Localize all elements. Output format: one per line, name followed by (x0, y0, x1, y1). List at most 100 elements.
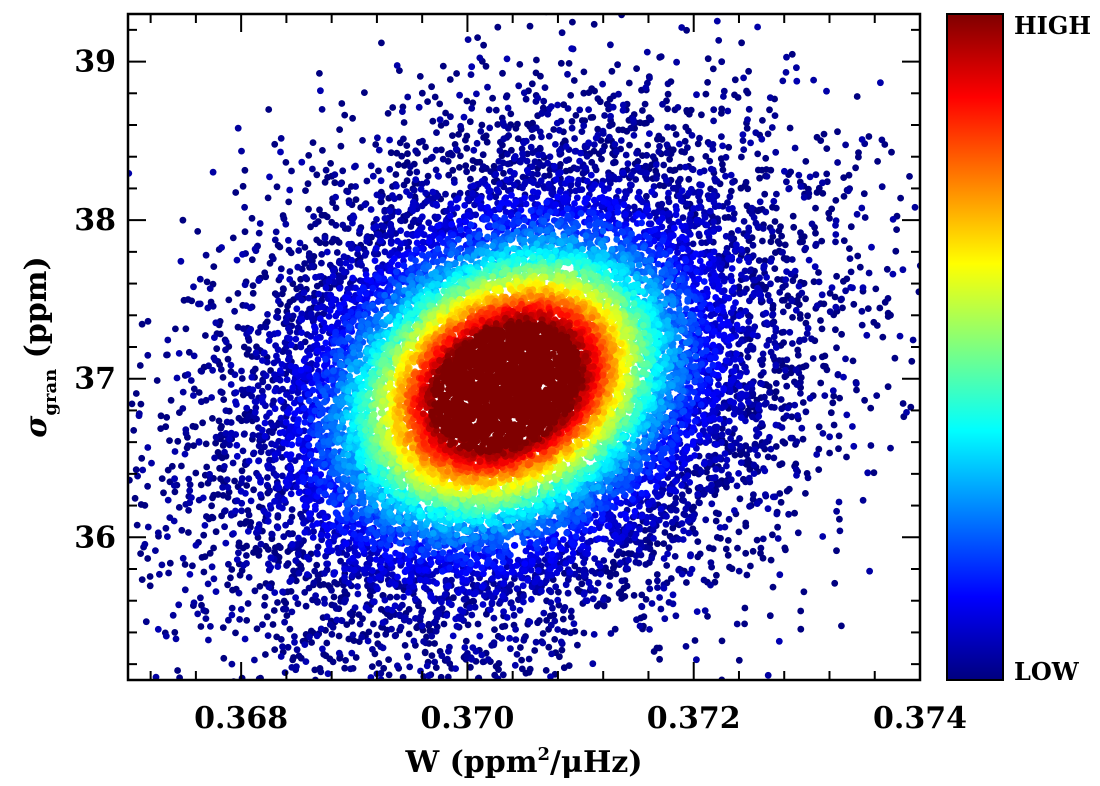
scatter-point (249, 282, 257, 289)
scatter-point (780, 339, 787, 346)
scatter-point (567, 629, 574, 637)
scatter-point (653, 174, 660, 182)
scatter-point (749, 413, 756, 421)
scatter-point (788, 50, 796, 58)
scatter-point (310, 213, 317, 220)
scatter-point (207, 623, 214, 630)
scatter-point (742, 522, 750, 530)
scatter-point (704, 55, 712, 63)
scatter-point (571, 562, 579, 570)
scatter-point (879, 333, 887, 341)
scatter-point (783, 178, 790, 186)
scatter-point (540, 97, 548, 105)
scatter-point (257, 491, 264, 499)
scatter-point (779, 77, 787, 85)
scatter-point (712, 517, 720, 525)
scatter-point (157, 412, 165, 420)
scatter-point (508, 191, 515, 199)
scatter-point (413, 168, 421, 176)
scatter-point (290, 399, 298, 407)
scatter-point (746, 465, 754, 473)
scatter-point (305, 205, 312, 213)
scatter-point (464, 195, 472, 203)
scatter-point (670, 232, 677, 239)
scatter-point (241, 203, 249, 211)
scatter-point (484, 183, 491, 190)
scatter-point (264, 462, 271, 470)
scatter-point (786, 328, 794, 336)
scatter-point (316, 206, 323, 214)
scatter-point (778, 460, 786, 468)
scatter-point (239, 251, 246, 258)
scatter-point (219, 624, 227, 631)
scatter-point (332, 204, 340, 212)
scatter-point (277, 396, 284, 404)
scatter-point (138, 454, 146, 462)
scatter-point (541, 84, 549, 91)
scatter-point (169, 611, 177, 619)
scatter-point (607, 630, 615, 637)
scatter-point (745, 398, 752, 406)
scatter-point (310, 579, 318, 587)
scatter-point (529, 134, 536, 141)
scatter-point (520, 598, 527, 606)
scatter-point (354, 590, 362, 598)
scatter-point (611, 625, 619, 633)
scatter-point (345, 579, 353, 587)
scatter-point (562, 143, 570, 150)
scatter-point (755, 430, 763, 437)
scatter-point (812, 240, 820, 248)
scatter-point (778, 232, 785, 240)
scatter-point (669, 600, 677, 608)
scatter-point (794, 346, 802, 354)
scatter-point (710, 218, 717, 226)
scatter-point (202, 251, 210, 259)
scatter-point (277, 265, 285, 273)
scatter-point (766, 389, 773, 396)
scatter-point (706, 140, 714, 148)
scatter-point (564, 70, 571, 78)
scatter-point (672, 499, 679, 507)
scatter-point (282, 419, 290, 426)
scatter-point (503, 55, 511, 63)
scatter-point (615, 175, 623, 183)
scatter-point (305, 253, 313, 260)
scatter-point (277, 636, 285, 643)
scatter-point (348, 649, 356, 657)
scatter-point (893, 226, 900, 234)
scatter-point (370, 620, 377, 628)
scatter-point (832, 197, 840, 204)
scatter-point (501, 622, 509, 630)
scatter-point (682, 505, 690, 513)
scatter-point (800, 194, 808, 201)
scatter-point (550, 162, 558, 170)
scatter-point (607, 41, 614, 49)
scatter-point (323, 248, 331, 256)
scatter-point (321, 514, 329, 522)
scatter-point (612, 148, 620, 156)
scatter-point (710, 106, 718, 114)
scatter-point (410, 198, 417, 206)
scatter-point (249, 289, 257, 297)
scatter-point (771, 493, 779, 501)
scatter-point (773, 190, 780, 198)
scatter-point (575, 176, 582, 184)
scatter-point (849, 357, 857, 365)
scatter-point (486, 606, 494, 613)
scatter-point (286, 335, 294, 342)
scatter-point (347, 665, 354, 673)
scatter-point (434, 213, 442, 221)
scatter-point (835, 498, 843, 506)
scatter-point (830, 392, 838, 400)
scatter-point (721, 450, 729, 457)
scatter-point (468, 104, 476, 112)
scatter-point (799, 238, 806, 246)
scatter-point (301, 244, 309, 251)
scatter-point (754, 150, 762, 158)
scatter-point (324, 532, 331, 539)
scatter-point (620, 201, 628, 209)
scatter-point (372, 141, 380, 148)
scatter-point (228, 566, 236, 573)
scatter-point (241, 281, 249, 289)
scatter-point (687, 155, 695, 163)
